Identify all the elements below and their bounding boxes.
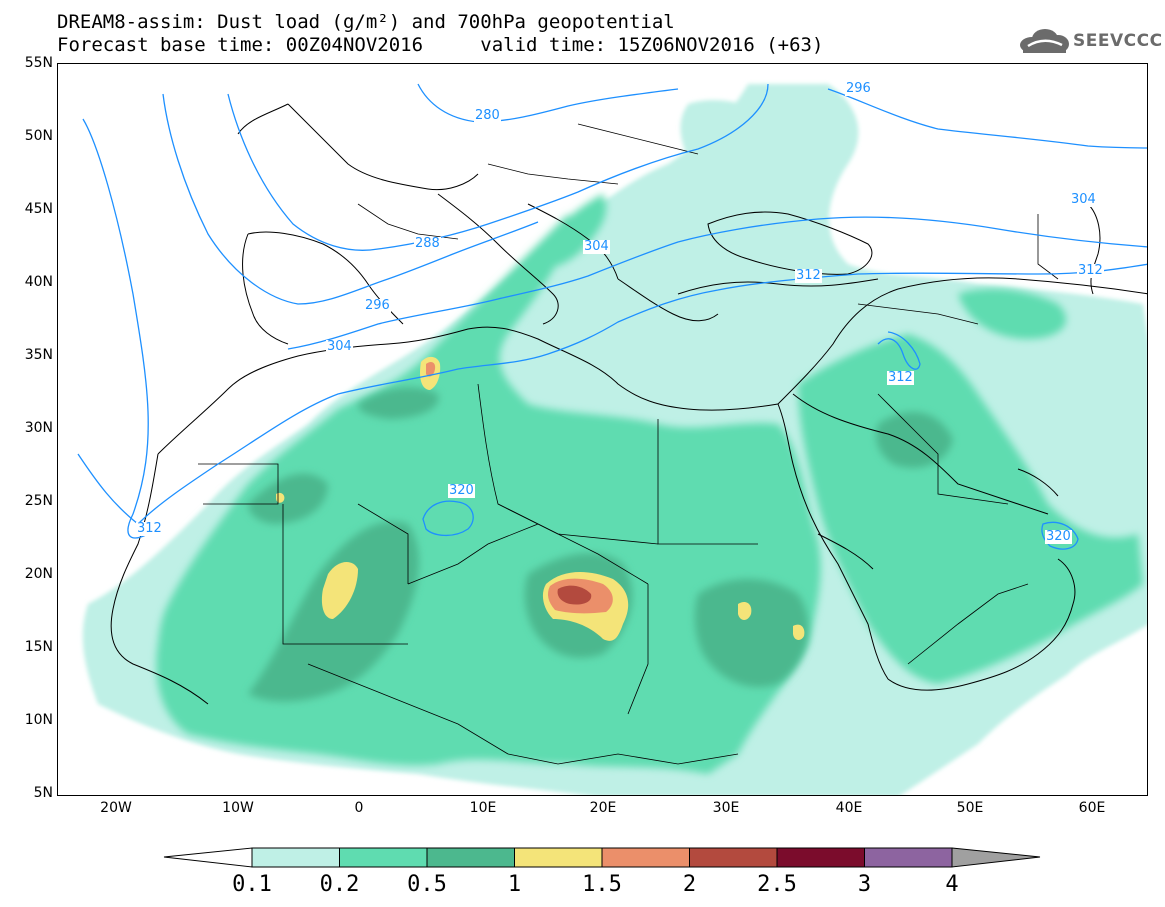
- colorbar-swatch: [251, 847, 340, 868]
- lon-label: 40E: [835, 800, 863, 816]
- contour-label: 304: [1070, 192, 1097, 207]
- lat-label: 35N: [24, 347, 53, 363]
- seevccc-logo: SEEVCCC: [1018, 28, 1163, 54]
- lon-label: 30E: [712, 800, 740, 816]
- contour-label: 312: [136, 521, 163, 536]
- lat-label: 25N: [24, 493, 53, 509]
- contour-label: 320: [1045, 529, 1072, 544]
- contour-label: 304: [583, 239, 610, 254]
- time-info: Forecast base time: 00Z04NOV2016 valid t…: [57, 35, 823, 55]
- colorbar-label: 0.1: [232, 872, 272, 897]
- contour-label: 296: [364, 298, 391, 313]
- lon-label: 0: [354, 800, 364, 816]
- colorbar-label: 2.5: [757, 872, 797, 897]
- colorbar-over-arrow: [951, 847, 1041, 868]
- contour-label: 288: [414, 236, 441, 251]
- lat-label: 50N: [24, 128, 53, 144]
- map-panel: [57, 63, 1148, 796]
- contour-label: 320: [448, 483, 475, 498]
- geopotential-contours: [77, 83, 1147, 550]
- lon-label: 10E: [469, 800, 497, 816]
- contour-label: 312: [1077, 263, 1104, 278]
- colorbar-swatch: [601, 847, 690, 868]
- lat-label: 30N: [24, 420, 53, 436]
- contour-label: 312: [887, 370, 914, 385]
- cloud-icon: [1020, 29, 1069, 53]
- dust-map: [77, 83, 1147, 795]
- logo-text: SEEVCCC: [1073, 31, 1163, 51]
- map-title: DREAM8-assim: Dust load (g/m²) and 700hP…: [57, 11, 675, 33]
- lon-label: 20W: [100, 800, 132, 816]
- colorbar-label: 0.5: [407, 872, 447, 897]
- lat-label: 55N: [24, 55, 53, 71]
- contour-label: 312: [795, 268, 822, 283]
- lon-label: 20E: [589, 800, 617, 816]
- colorbar-label: 0.2: [319, 872, 360, 897]
- contour-label: 296: [845, 81, 872, 96]
- colorbar-under-arrow: [163, 847, 253, 868]
- country-borders: [198, 123, 1059, 765]
- colorbar-label: 4: [945, 872, 959, 897]
- colorbar-label: 3: [857, 872, 872, 897]
- lat-label: 15N: [24, 639, 53, 655]
- valid-time: valid time: 15Z06NOV2016 (+63): [480, 34, 824, 56]
- lon-label: 60E: [1078, 800, 1106, 816]
- colorbar-swatch: [514, 847, 603, 868]
- colorbar-swatch: [864, 847, 953, 868]
- dust-level-2: [557, 585, 592, 605]
- lat-label: 45N: [24, 201, 53, 217]
- lat-label: 20N: [24, 566, 53, 582]
- colorbar-swatch: [689, 847, 778, 868]
- lon-label: 10W: [222, 800, 254, 816]
- lat-label: 10N: [24, 712, 53, 728]
- colorbar-swatch: [776, 847, 865, 868]
- colorbar-swatch: [426, 847, 515, 868]
- lon-label: 50E: [956, 800, 984, 816]
- contour-label: 304: [326, 339, 353, 354]
- lat-label: 5N: [33, 785, 53, 801]
- colorbar-swatch: [339, 847, 428, 868]
- contour-label: 280: [474, 108, 501, 123]
- colorbar-label: 1: [507, 872, 522, 897]
- colorbar-label: 2: [682, 872, 697, 897]
- base-time: Forecast base time: 00Z04NOV2016: [57, 34, 424, 56]
- colorbar-label: 1.5: [582, 872, 622, 897]
- lat-label: 40N: [24, 274, 53, 290]
